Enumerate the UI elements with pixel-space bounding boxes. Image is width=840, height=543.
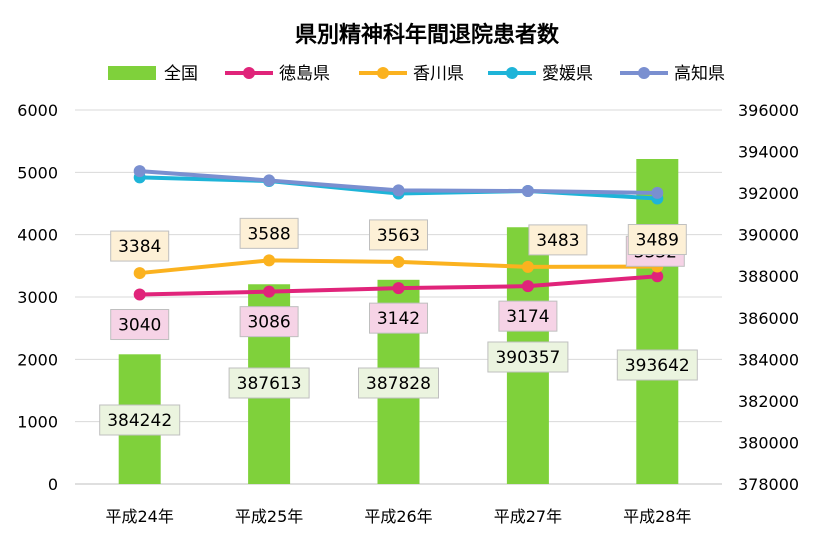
left-tick-label: 2000	[17, 350, 58, 369]
bar-data-label-box	[487, 341, 569, 373]
tokushima-data-label-box	[110, 309, 170, 341]
series-point	[392, 282, 405, 295]
legend-label: 香川県	[413, 64, 464, 84]
legend-label: 愛媛県	[542, 64, 593, 84]
x-tick-label: 平成27年	[494, 507, 562, 526]
left-tick-label: 3000	[17, 288, 58, 307]
kagawa-data-label-box	[627, 224, 687, 256]
right-axis: 378000 380000 382000 384000 386000 388000 3900…	[738, 101, 799, 494]
right-tick-label: 382000	[738, 392, 799, 411]
legend-marker	[506, 67, 518, 79]
bar-data-label-box	[99, 404, 181, 436]
right-tick-label: 392000	[738, 184, 799, 203]
series-point	[263, 174, 276, 187]
tokushima-data-label: 3040	[118, 316, 161, 336]
chart-title: 県別精神科年間退院患者数	[295, 22, 560, 48]
kagawa-data-label: 3384	[118, 237, 161, 257]
right-tick-label: 388000	[738, 267, 799, 286]
left-tick-label: 4000	[17, 226, 58, 245]
legend-label: 徳島県	[279, 64, 330, 84]
tokushima-data-label-box	[239, 306, 299, 338]
tokushima-data-label: 3174	[506, 307, 549, 327]
right-tick-label: 396000	[738, 101, 799, 120]
kagawa-data-label-box	[528, 224, 588, 256]
x-tick-label: 平成28年	[623, 507, 691, 526]
series-point	[521, 280, 534, 293]
right-tick-label: 384000	[738, 350, 799, 369]
tokushima-data-label-box	[498, 300, 558, 332]
left-tick-label: 0	[48, 475, 58, 494]
x-tick-label: 平成24年	[106, 507, 174, 526]
series-point	[521, 260, 534, 273]
legend-label: 高知県	[674, 64, 725, 84]
tokushima-data-label: 3086	[247, 313, 290, 333]
series-point	[263, 285, 276, 298]
kagawa-data-label: 3588	[247, 224, 290, 244]
series-point	[392, 255, 405, 268]
legend-marker	[243, 67, 255, 79]
bar-data-label: 387613	[237, 374, 302, 394]
series-point	[521, 185, 534, 198]
tokushima-data-label: 3142	[377, 309, 420, 329]
bar-data-label: 384242	[107, 411, 172, 431]
bar	[636, 158, 679, 484]
bar-data-label-box	[616, 349, 698, 381]
bar-data-label: 393642	[625, 356, 690, 376]
left-axis: 0 1000 2000 3000 4000 5000 6000	[17, 101, 58, 494]
left-tick-label: 1000	[17, 413, 58, 432]
chart-legend: 全国 徳島県 香川県 愛媛県 高知県	[108, 64, 725, 84]
kagawa-data-label-box	[110, 230, 170, 262]
line-series	[133, 165, 664, 301]
x-tick-label: 平成25年	[235, 507, 303, 526]
series-point	[651, 270, 664, 283]
right-tick-label: 390000	[738, 226, 799, 245]
data-labels: 384242 387613 387828 390357 393642 3040 3086 31…	[99, 217, 698, 436]
tokushima-data-label-box	[369, 302, 428, 334]
right-tick-label: 378000	[738, 475, 799, 494]
right-tick-label: 394000	[738, 143, 799, 162]
left-tick-label: 6000	[17, 101, 58, 120]
series-point	[133, 267, 146, 280]
series-point	[133, 288, 146, 301]
bar-data-label-box	[358, 367, 439, 399]
kagawa-data-label-box	[369, 219, 428, 251]
series-point	[263, 254, 276, 267]
legend-marker	[377, 67, 389, 79]
bar-data-label: 390357	[495, 348, 560, 368]
kagawa-data-label-box	[239, 217, 299, 249]
x-tick-label: 平成26年	[364, 507, 432, 526]
bar-data-label-box	[228, 367, 310, 399]
x-axis: 平成24年 平成25年 平成26年 平成27年 平成28年	[106, 507, 692, 526]
left-tick-label: 5000	[17, 163, 58, 182]
kagawa-data-label: 3489	[636, 231, 679, 251]
legend-label: 全国	[164, 64, 198, 84]
legend-marker	[638, 67, 650, 79]
series-point	[651, 186, 664, 199]
series-point	[133, 165, 146, 178]
series-point	[392, 184, 405, 197]
kagawa-data-label: 3483	[536, 231, 579, 251]
legend-swatch	[108, 66, 156, 80]
right-tick-label: 380000	[738, 433, 799, 452]
right-tick-label: 386000	[738, 309, 799, 328]
bar-data-label: 387828	[366, 374, 431, 394]
kagawa-data-label: 3563	[377, 226, 420, 246]
